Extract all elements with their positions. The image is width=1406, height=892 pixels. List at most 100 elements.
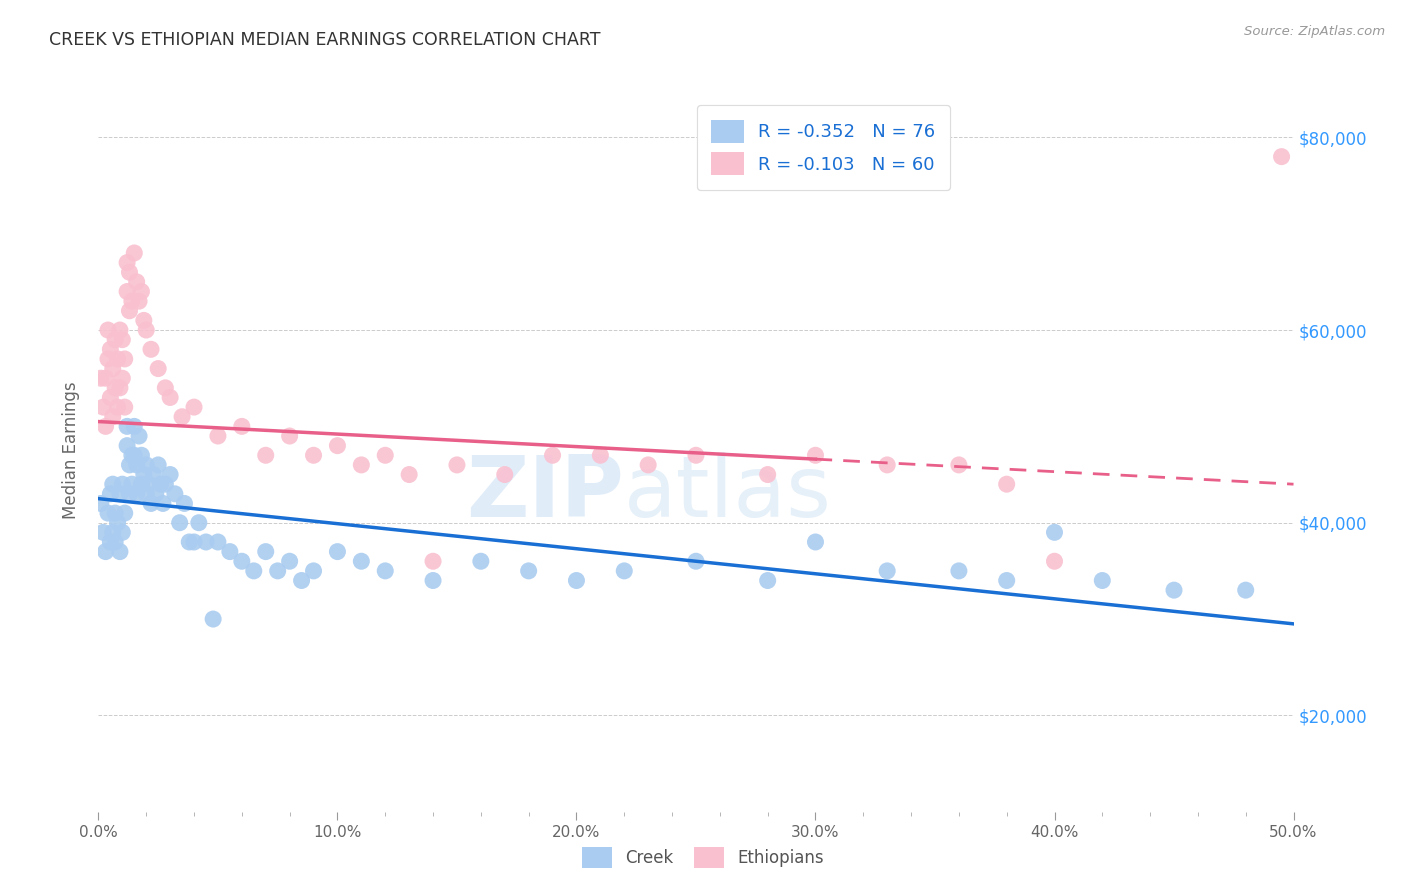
Point bbox=[183, 535, 205, 549]
Point bbox=[183, 400, 205, 414]
Point bbox=[135, 323, 157, 337]
Point bbox=[326, 439, 349, 453]
Point bbox=[350, 554, 373, 568]
Point bbox=[142, 467, 165, 482]
Point bbox=[115, 419, 138, 434]
Point bbox=[104, 535, 127, 549]
Point bbox=[231, 554, 253, 568]
Point bbox=[995, 477, 1018, 491]
Point bbox=[374, 564, 396, 578]
Point bbox=[1163, 583, 1185, 598]
Point bbox=[108, 381, 131, 395]
Point bbox=[125, 487, 148, 501]
Point bbox=[350, 458, 373, 472]
Point bbox=[254, 544, 277, 558]
Point bbox=[163, 487, 186, 501]
Point bbox=[121, 448, 143, 462]
Point bbox=[139, 343, 162, 357]
Point bbox=[107, 516, 129, 530]
Point bbox=[302, 564, 325, 578]
Point bbox=[118, 487, 141, 501]
Point bbox=[111, 371, 134, 385]
Point bbox=[94, 544, 117, 558]
Point bbox=[132, 467, 155, 482]
Point bbox=[517, 564, 540, 578]
Point bbox=[876, 564, 898, 578]
Point bbox=[302, 448, 325, 462]
Point bbox=[219, 544, 242, 558]
Point bbox=[278, 554, 301, 568]
Point bbox=[398, 467, 420, 482]
Point bbox=[128, 429, 150, 443]
Point bbox=[207, 535, 229, 549]
Text: ZIP: ZIP bbox=[467, 452, 624, 535]
Point bbox=[202, 612, 225, 626]
Point bbox=[685, 448, 707, 462]
Point bbox=[876, 458, 898, 472]
Point bbox=[131, 448, 153, 462]
Point bbox=[1043, 525, 1066, 540]
Point bbox=[97, 323, 120, 337]
Point bbox=[131, 477, 153, 491]
Point bbox=[107, 400, 129, 414]
Point bbox=[169, 516, 191, 530]
Point bbox=[135, 458, 157, 472]
Point bbox=[637, 458, 659, 472]
Point bbox=[125, 458, 148, 472]
Point bbox=[132, 313, 155, 327]
Y-axis label: Median Earnings: Median Earnings bbox=[62, 382, 80, 519]
Text: CREEK VS ETHIOPIAN MEDIAN EARNINGS CORRELATION CHART: CREEK VS ETHIOPIAN MEDIAN EARNINGS CORRE… bbox=[49, 31, 600, 49]
Point bbox=[98, 535, 122, 549]
Text: Source: ZipAtlas.com: Source: ZipAtlas.com bbox=[1244, 25, 1385, 38]
Point bbox=[565, 574, 588, 588]
Point bbox=[115, 255, 138, 269]
Point bbox=[128, 294, 150, 309]
Point bbox=[98, 487, 122, 501]
Point bbox=[145, 487, 167, 501]
Point bbox=[159, 391, 181, 405]
Point bbox=[541, 448, 564, 462]
Legend: Creek, Ethiopians: Creek, Ethiopians bbox=[575, 840, 831, 875]
Point bbox=[685, 554, 707, 568]
Point bbox=[101, 361, 124, 376]
Point bbox=[121, 477, 143, 491]
Point bbox=[114, 351, 136, 366]
Point bbox=[195, 535, 218, 549]
Point bbox=[90, 371, 112, 385]
Point bbox=[149, 477, 172, 491]
Point bbox=[108, 487, 131, 501]
Point bbox=[152, 496, 174, 510]
Point bbox=[148, 361, 170, 376]
Point bbox=[108, 323, 131, 337]
Point bbox=[756, 574, 779, 588]
Point bbox=[1271, 150, 1294, 164]
Point bbox=[101, 477, 124, 491]
Point bbox=[98, 343, 122, 357]
Point bbox=[115, 285, 138, 299]
Point bbox=[291, 574, 314, 588]
Point bbox=[107, 351, 129, 366]
Point bbox=[422, 554, 444, 568]
Point bbox=[97, 351, 120, 366]
Point bbox=[148, 458, 170, 472]
Point bbox=[101, 409, 124, 424]
Point bbox=[494, 467, 516, 482]
Point bbox=[118, 265, 141, 279]
Point bbox=[98, 391, 122, 405]
Point bbox=[187, 516, 209, 530]
Point bbox=[91, 400, 114, 414]
Point bbox=[114, 506, 136, 520]
Point bbox=[231, 419, 253, 434]
Point bbox=[104, 333, 127, 347]
Point bbox=[326, 544, 349, 558]
Point bbox=[104, 506, 127, 520]
Point bbox=[995, 574, 1018, 588]
Point bbox=[101, 525, 124, 540]
Point bbox=[589, 448, 612, 462]
Point bbox=[446, 458, 468, 472]
Legend: R = -0.352   N = 76, R = -0.103   N = 60: R = -0.352 N = 76, R = -0.103 N = 60 bbox=[697, 105, 950, 190]
Point bbox=[124, 419, 146, 434]
Point bbox=[756, 467, 779, 482]
Point bbox=[97, 506, 120, 520]
Point bbox=[118, 303, 141, 318]
